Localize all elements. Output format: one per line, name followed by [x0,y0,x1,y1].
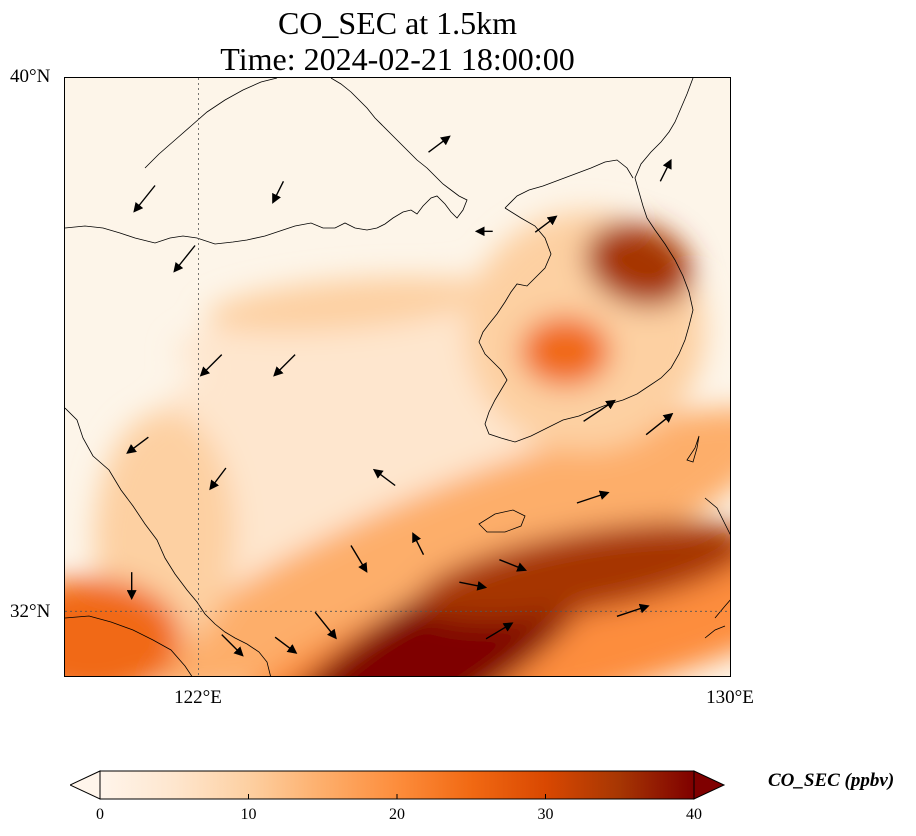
wind-vector-1 [173,245,196,273]
wind-vector-11 [499,559,527,572]
wind-vector-23 [221,634,244,657]
wind-vector-20 [272,181,285,204]
wind-vector-6 [372,468,396,487]
coastline-jeju [478,509,526,533]
coastline-japan-islands [704,599,730,639]
wind-vector-13 [616,603,650,617]
wind-vector-0 [133,185,156,213]
colorbar-max-extend [693,770,726,800]
colorbar-min-extend [70,770,101,800]
lat-label-32n: 32°N [10,601,51,622]
colorbar [70,770,726,800]
coastline-jiangsu [65,407,271,676]
colorbar-tick-label-1: 10 [240,806,257,823]
coastline-kyushu [704,497,730,535]
lat-label-40n: 40°N [10,66,51,87]
wind-vector-17 [534,215,558,233]
map-canvas [65,78,730,676]
colorbar-tick-label-0: 0 [96,806,104,823]
coastline-korea-north [504,159,634,209]
coastline-shandong [65,78,468,245]
coastline-layer [65,78,730,676]
field-hotspot-4 [520,316,611,387]
wind-vector-21 [576,490,610,504]
colorbar-tick-label-2: 20 [389,806,405,823]
colorbar-label: CO_SEC (ppbv) [768,770,895,791]
co-concentration-field [65,211,730,676]
wind-vector-10 [459,580,488,591]
wind-vector-7 [412,532,425,555]
map-subtitle-time: Time: 2024-02-21 18:00:00 [220,41,575,77]
wind-vector-4 [126,436,149,454]
coastline-tsushima [686,435,700,463]
field-band-south [148,408,730,676]
wind-vector-8 [350,545,368,573]
wind-vector-2 [199,354,223,377]
wind-vector-12 [485,622,514,640]
wind-vector-19 [428,135,451,153]
map-panel[interactable] [64,77,731,677]
field-hotspot-5 [205,276,485,333]
coastline-liaodong [144,78,278,169]
wind-vector-layer [126,135,674,657]
colorbar-tick-label-3: 30 [537,806,554,823]
wind-vector-3 [273,354,296,377]
map-title: CO_SEC at 1.5km [277,5,518,41]
gridlines [65,78,730,676]
colorbar-tick-label-4: 40 [686,806,702,823]
wind-vector-5 [209,467,227,491]
wind-vector-15 [645,412,674,436]
field-hotspot-1 [417,522,730,621]
wind-vector-14 [583,399,616,422]
field-band-far-south [244,526,730,676]
wind-vector-24 [274,636,298,654]
field-hotspot-2 [65,578,182,676]
coastline-korea [478,78,694,443]
coastline-yangtze [65,615,193,676]
wind-vector-9 [314,611,337,640]
wind-vector-18 [659,158,672,182]
lon-label-122e: 122°E [174,687,222,708]
lon-label-130e: 130°E [706,687,754,708]
field-hotspot-3 [585,222,693,307]
